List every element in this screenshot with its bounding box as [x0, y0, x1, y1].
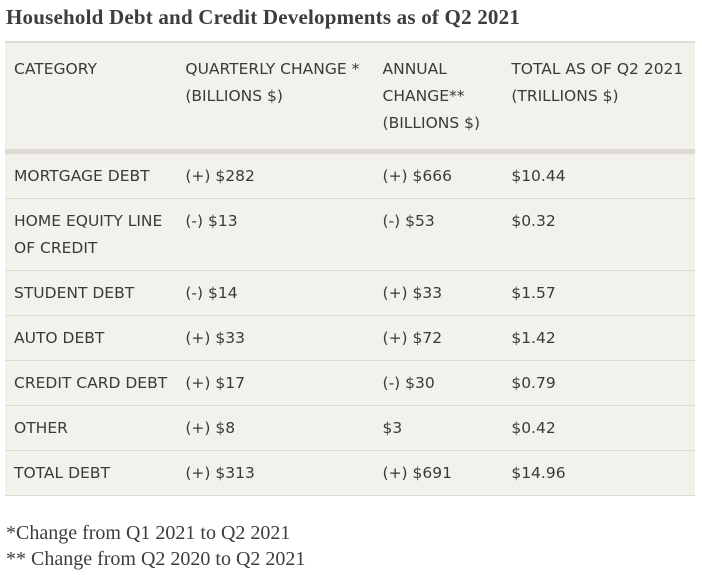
cell-total: $0.79: [511, 374, 556, 392]
cell-quarterly: (+) $8: [185, 419, 236, 437]
cell-category: STUDENT DEBT: [14, 284, 135, 302]
table-row-total: TOTAL DEBT (+) $313 (+) $691 $14.96: [5, 450, 695, 496]
cell-category: OTHER: [14, 419, 68, 437]
header-quarterly-change: QUARTERLY CHANGE * (BILLIONS $): [185, 60, 360, 105]
header-total: TOTAL AS OF Q2 2021 (TRILLIONS $): [511, 60, 684, 105]
cell-annual: (+) $691: [382, 464, 452, 482]
cell-quarterly: (+) $282: [185, 167, 255, 185]
cell-category: CREDIT CARD DEBT: [14, 374, 168, 392]
table-row: STUDENT DEBT (-) $14 (+) $33 $1.57: [5, 270, 695, 316]
header-category: CATEGORY: [14, 60, 97, 78]
debt-table: CATEGORY QUARTERLY CHANGE * (BILLIONS $)…: [5, 41, 695, 496]
cell-category: HOME EQUITY LINE OF CREDIT: [14, 212, 163, 257]
cell-total: $10.44: [511, 167, 566, 185]
debt-table-container: CATEGORY QUARTERLY CHANGE * (BILLIONS $)…: [5, 41, 695, 496]
table-row: HOME EQUITY LINE OF CREDIT (-) $13 (-) $…: [5, 198, 695, 271]
cell-quarterly: (-) $13: [185, 212, 238, 230]
cell-annual: (-) $53: [382, 212, 435, 230]
cell-total: $1.42: [511, 329, 556, 347]
cell-annual: (+) $33: [382, 284, 443, 302]
cell-annual: (-) $30: [382, 374, 435, 392]
page-title: Household Debt and Credit Developments a…: [6, 5, 521, 29]
cell-annual: (+) $666: [382, 167, 452, 185]
table-row: MORTGAGE DEBT (+) $282 (+) $666 $10.44: [5, 151, 695, 199]
table-row: CREDIT CARD DEBT (+) $17 (-) $30 $0.79: [5, 360, 695, 406]
cell-annual: $3: [382, 419, 403, 437]
cell-quarterly: (+) $33: [185, 329, 245, 347]
cell-total: $0.42: [511, 419, 556, 437]
cell-quarterly: (+) $17: [185, 374, 245, 392]
table-row: AUTO DEBT (+) $33 (+) $72 $1.42: [5, 315, 695, 361]
cell-category: TOTAL DEBT: [14, 464, 110, 482]
cell-category: AUTO DEBT: [14, 329, 105, 347]
table-header-row: CATEGORY QUARTERLY CHANGE * (BILLIONS $)…: [5, 42, 695, 152]
footnote-annual: ** Change from Q2 2020 to Q2 2021: [6, 548, 306, 570]
cell-total: $0.32: [511, 212, 556, 230]
cell-quarterly: (-) $14: [185, 284, 238, 302]
cell-total: $14.96: [511, 464, 566, 482]
cell-quarterly: (+) $313: [185, 464, 255, 482]
cell-total: $1.57: [511, 284, 556, 302]
header-annual-change: ANNUAL CHANGE** (BILLIONS $): [382, 60, 481, 132]
cell-category: MORTGAGE DEBT: [14, 167, 150, 185]
cell-annual: (+) $72: [382, 329, 443, 347]
table-row: OTHER (+) $8 $3 $0.42: [5, 405, 695, 451]
footnote-quarterly: *Change from Q1 2021 to Q2 2021: [6, 522, 291, 544]
